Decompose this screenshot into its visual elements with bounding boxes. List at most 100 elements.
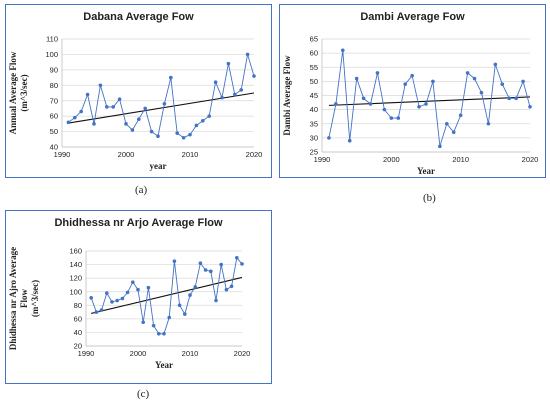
x-tick-label: 1990 <box>314 155 331 164</box>
x-tick-label: 2010 <box>452 155 469 164</box>
data-point <box>175 131 179 135</box>
caption-a: (a) <box>135 184 148 196</box>
data-point <box>479 90 484 95</box>
data-point <box>347 138 352 143</box>
data-point <box>162 102 167 106</box>
y-tick-label: 80 <box>74 301 82 310</box>
data-point <box>89 296 93 300</box>
data-point <box>157 331 161 336</box>
data-point <box>105 291 109 295</box>
data-point <box>167 315 171 320</box>
data-point <box>73 115 77 120</box>
data-point <box>438 144 442 149</box>
data-point <box>201 118 205 123</box>
data-point <box>156 134 160 138</box>
data-point <box>94 310 99 314</box>
y-tick-label: 50 <box>310 77 318 86</box>
data-point <box>252 74 256 78</box>
y-tick-label: 40 <box>310 105 318 114</box>
data-point <box>209 269 213 274</box>
data-point <box>465 71 470 75</box>
data-point <box>239 88 243 92</box>
data-point <box>507 96 511 101</box>
data-point <box>177 303 182 308</box>
data-point <box>151 323 156 328</box>
chart-b-series-line <box>328 50 531 147</box>
y-tick-label: 160 <box>69 247 82 256</box>
data-point <box>136 287 140 292</box>
data-point <box>146 285 151 290</box>
y-tick-label: 90 <box>50 65 58 74</box>
data-point <box>172 259 177 263</box>
data-point <box>183 312 187 316</box>
data-point <box>500 82 505 86</box>
y-tick-label: 65 <box>310 35 318 44</box>
data-point <box>194 123 199 128</box>
data-point <box>85 92 90 97</box>
data-point <box>92 122 96 126</box>
y-tick-label: 120 <box>69 274 82 283</box>
y-tick-label: 80 <box>50 81 58 90</box>
caption-c: (c) <box>137 388 150 400</box>
y-tick-label: 60 <box>310 49 318 58</box>
data-point <box>521 79 525 84</box>
data-point <box>528 105 532 109</box>
data-point <box>99 308 104 312</box>
data-point <box>125 290 130 295</box>
data-point <box>235 255 239 260</box>
data-point <box>226 61 231 66</box>
y-tick-label: 60 <box>50 112 58 121</box>
data-point <box>203 268 208 272</box>
x-tick-label: 2020 <box>522 155 539 164</box>
y-tick-label: 100 <box>45 50 58 59</box>
data-point <box>111 105 115 109</box>
data-point <box>514 96 518 101</box>
x-tick-label: 2000 <box>130 349 147 358</box>
caption-b: (b) <box>423 192 436 204</box>
data-point <box>207 114 211 118</box>
y-tick-label: 35 <box>310 119 318 128</box>
chart-panel-c: Dhidhessa nr Arjo Average Flow 20 40 60 80 10… <box>5 210 272 384</box>
y-tick-label: 30 <box>310 133 318 142</box>
chart-b-trendline <box>328 96 531 106</box>
y-tick-label: 55 <box>310 63 318 72</box>
data-point <box>181 135 186 140</box>
data-point <box>117 97 122 101</box>
chart-a-ylabel: Annual Average Flow <box>8 51 18 134</box>
data-point <box>417 105 421 109</box>
data-point <box>131 280 135 285</box>
data-point <box>396 116 401 120</box>
x-tick-label: 2010 <box>182 150 199 159</box>
data-point <box>375 71 380 75</box>
chart-panel-a: Dabana Average Fow 40 50 60 70 80 90 100 110 1990… <box>5 4 272 178</box>
data-point <box>327 136 331 140</box>
data-point <box>445 121 449 126</box>
x-tick-label: 2010 <box>182 349 199 358</box>
y-tick-label: 50 <box>50 127 58 136</box>
data-point <box>410 73 414 78</box>
chart-c-ylabel: Dhidhessa nr Ajro Average <box>8 247 18 350</box>
data-point <box>354 76 359 81</box>
data-point <box>431 79 435 84</box>
data-point <box>124 122 128 126</box>
data-point <box>79 109 83 114</box>
data-point <box>188 132 192 137</box>
data-point <box>66 120 71 125</box>
data-point <box>115 298 119 303</box>
data-point <box>141 320 145 325</box>
data-point <box>224 287 229 292</box>
y-tick-label: 25 <box>310 148 318 157</box>
chart-c-trendline <box>91 276 243 314</box>
x-tick-label: 1990 <box>54 150 71 159</box>
chart-a-series-line <box>68 54 255 139</box>
data-point <box>334 102 338 106</box>
data-point <box>240 262 244 266</box>
data-point <box>403 82 407 86</box>
data-point <box>233 92 237 97</box>
y-tick-label: 140 <box>69 260 82 269</box>
chart-b-xlabel: Year <box>417 166 435 176</box>
data-point <box>382 107 387 112</box>
data-point <box>198 261 203 266</box>
chart-panel-b: Dambi Average Fow 25 30 35 40 45 50 55 60 65 1990 2… <box>279 4 546 178</box>
x-tick-label: 1990 <box>78 349 95 358</box>
